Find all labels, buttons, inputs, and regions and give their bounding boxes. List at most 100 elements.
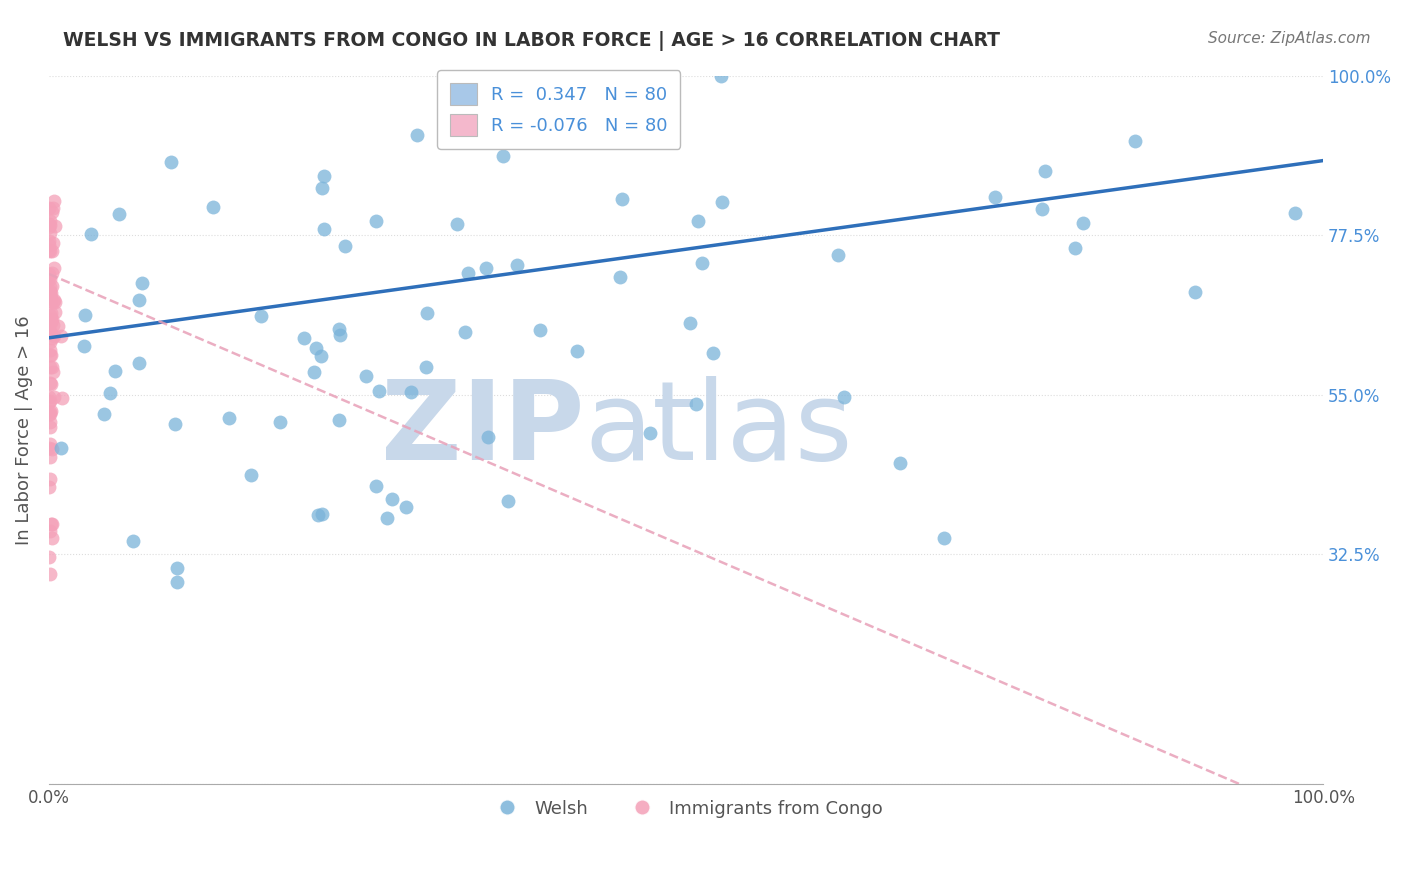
Point xyxy=(38,244,60,258)
Point xyxy=(41,266,63,280)
Point xyxy=(39,450,62,464)
Y-axis label: In Labor Force | Age > 16: In Labor Force | Age > 16 xyxy=(15,315,32,545)
Point xyxy=(309,349,332,363)
Point xyxy=(686,214,709,228)
Text: atlas: atlas xyxy=(583,376,852,483)
Point xyxy=(41,360,63,375)
Point xyxy=(98,386,121,401)
Point xyxy=(312,169,335,184)
Point xyxy=(506,258,529,272)
Point xyxy=(702,346,724,360)
Point xyxy=(312,222,335,236)
Point xyxy=(38,566,60,581)
Point xyxy=(38,286,60,301)
Point xyxy=(1284,206,1306,220)
Point xyxy=(39,376,62,391)
Point xyxy=(415,360,437,375)
Point xyxy=(202,200,225,214)
Point xyxy=(38,285,60,300)
Point xyxy=(405,128,427,142)
Point xyxy=(44,295,66,310)
Point xyxy=(39,272,62,286)
Point xyxy=(39,324,62,338)
Point xyxy=(305,341,328,355)
Point xyxy=(41,312,63,326)
Point xyxy=(42,201,65,215)
Text: Source: ZipAtlas.com: Source: ZipAtlas.com xyxy=(1208,31,1371,46)
Point xyxy=(39,290,62,304)
Text: ZIP: ZIP xyxy=(381,376,583,483)
Point xyxy=(93,407,115,421)
Point xyxy=(1071,216,1094,230)
Point xyxy=(44,305,66,319)
Point xyxy=(41,442,63,457)
Point xyxy=(240,467,263,482)
Point xyxy=(42,293,65,308)
Point xyxy=(38,218,60,232)
Point xyxy=(73,339,96,353)
Point xyxy=(38,238,60,252)
Point xyxy=(42,328,65,343)
Point xyxy=(166,561,188,575)
Point xyxy=(638,426,661,441)
Point xyxy=(121,534,143,549)
Point xyxy=(39,279,62,293)
Point xyxy=(39,360,62,375)
Point xyxy=(710,194,733,209)
Point xyxy=(354,368,377,383)
Point xyxy=(46,318,69,333)
Point xyxy=(1063,241,1085,255)
Point xyxy=(477,429,499,443)
Point xyxy=(375,510,398,524)
Point xyxy=(311,507,333,521)
Point xyxy=(38,343,60,358)
Point xyxy=(39,306,62,320)
Point xyxy=(710,69,733,83)
Point xyxy=(401,385,423,400)
Point xyxy=(41,531,63,545)
Point xyxy=(368,384,391,399)
Point xyxy=(41,205,63,219)
Point xyxy=(38,326,60,340)
Point xyxy=(329,328,352,343)
Point xyxy=(104,364,127,378)
Point xyxy=(41,365,63,379)
Point xyxy=(364,479,387,493)
Point xyxy=(38,313,60,327)
Point xyxy=(108,207,131,221)
Point xyxy=(889,456,911,470)
Point xyxy=(39,348,62,362)
Point xyxy=(1031,202,1053,217)
Point xyxy=(395,500,418,514)
Point xyxy=(692,256,714,270)
Point xyxy=(454,325,477,339)
Point xyxy=(1033,163,1056,178)
Text: WELSH VS IMMIGRANTS FROM CONGO IN LABOR FORCE | AGE > 16 CORRELATION CHART: WELSH VS IMMIGRANTS FROM CONGO IN LABOR … xyxy=(63,31,1000,51)
Point xyxy=(49,329,72,343)
Point xyxy=(1184,285,1206,300)
Point xyxy=(832,390,855,404)
Point xyxy=(934,531,956,545)
Point xyxy=(38,415,60,429)
Point xyxy=(38,390,60,404)
Point xyxy=(609,269,631,284)
Point xyxy=(131,276,153,290)
Point xyxy=(39,473,62,487)
Point xyxy=(38,218,60,232)
Point xyxy=(38,480,60,494)
Point xyxy=(474,260,496,275)
Point xyxy=(335,238,357,252)
Point xyxy=(42,390,65,404)
Point xyxy=(44,219,66,233)
Point xyxy=(328,321,350,335)
Point xyxy=(679,316,702,330)
Point xyxy=(38,394,60,409)
Point xyxy=(292,331,315,345)
Point xyxy=(39,315,62,329)
Point xyxy=(38,267,60,281)
Point xyxy=(160,155,183,169)
Point xyxy=(38,407,60,421)
Point xyxy=(41,279,63,293)
Point xyxy=(38,286,60,301)
Point xyxy=(39,420,62,434)
